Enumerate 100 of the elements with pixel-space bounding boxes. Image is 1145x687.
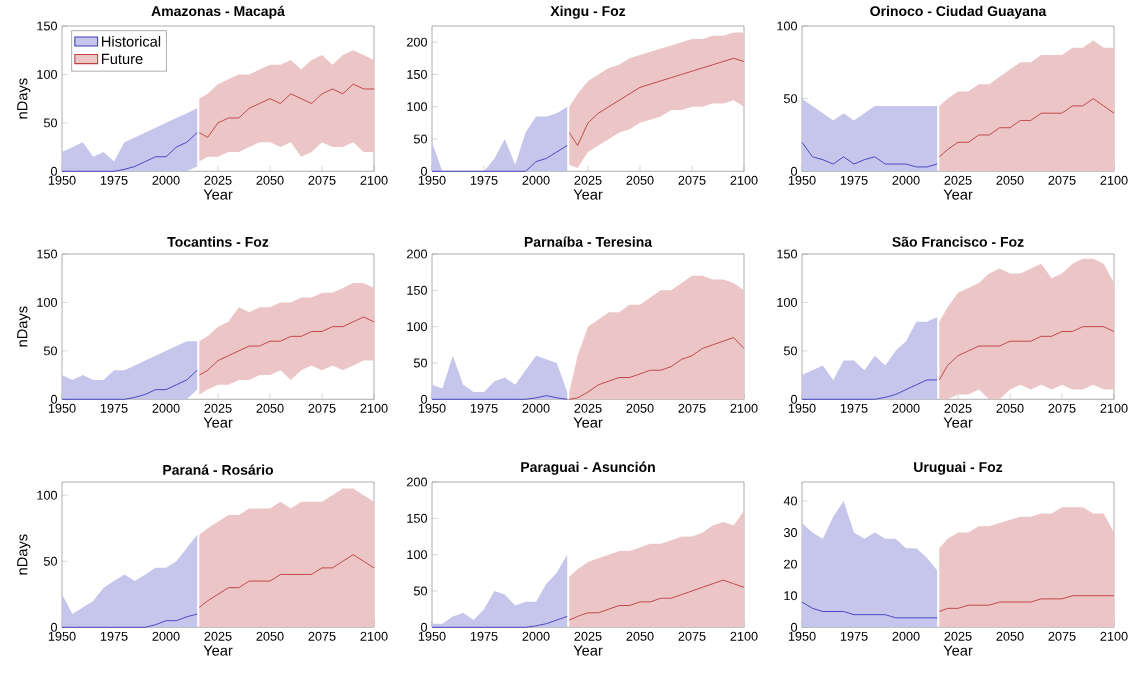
y-tick-label: 0 xyxy=(50,394,58,404)
x-tick-label: 2075 xyxy=(308,631,336,641)
y-tick-label: 200 xyxy=(407,249,428,259)
x-tick-label: 2000 xyxy=(522,175,550,185)
y-tick-label: 100 xyxy=(37,297,58,307)
chart-title: Xingu - Foz xyxy=(550,5,626,19)
y-tick-label: 100 xyxy=(407,102,428,112)
x-tick-label: 1950 xyxy=(788,403,816,413)
x-tick-label: 2050 xyxy=(256,403,284,413)
x-tick-label: 2025 xyxy=(574,631,602,641)
x-tick-label: 1975 xyxy=(100,403,128,413)
y-tick-label: 150 xyxy=(777,249,798,259)
x-tick-label: 1950 xyxy=(48,175,76,185)
x-tick-label: 2050 xyxy=(626,631,654,641)
y-tick-label: 0 xyxy=(790,394,798,404)
y-tick-label: 200 xyxy=(407,477,428,487)
x-axis-title: Year xyxy=(943,645,973,656)
chart-title: Orinoco - Ciudad Guayana xyxy=(870,5,1047,19)
x-tick-label: 1950 xyxy=(48,403,76,413)
y-tick-label: 150 xyxy=(407,513,428,523)
x-tick-label: 2050 xyxy=(626,175,654,185)
chart-title: Tocantins - Foz xyxy=(167,236,269,247)
y-tick-label: 40 xyxy=(783,496,798,506)
x-tick-label: 2000 xyxy=(152,403,180,413)
x-tick-label: 2100 xyxy=(360,403,388,413)
legend-label: Future xyxy=(102,53,143,65)
x-tick-label: 1975 xyxy=(470,403,498,413)
y-tick-label: 20 xyxy=(784,559,798,569)
chart-title: Paraguai - Asunción xyxy=(521,461,655,475)
y-tick-label: 150 xyxy=(37,21,58,31)
y-tick-label: 100 xyxy=(37,490,58,500)
x-tick-label: 2000 xyxy=(892,403,920,413)
x-axis-title: Year xyxy=(943,189,973,200)
x-tick-label: 2075 xyxy=(1048,403,1076,413)
y-tick-label: 150 xyxy=(37,249,58,259)
x-tick-label: 2025 xyxy=(944,631,972,641)
x-axis-title: Year xyxy=(203,417,233,428)
x-tick-label: 2050 xyxy=(256,175,284,185)
x-tick-label: 1950 xyxy=(788,631,816,641)
x-tick-label: 2075 xyxy=(1048,175,1076,185)
y-tick-label: 100 xyxy=(407,322,428,332)
y-tick-label: 50 xyxy=(43,118,58,128)
x-tick-label: 1950 xyxy=(418,175,446,185)
x-tick-label: 1975 xyxy=(470,631,498,641)
y-tick-label: 50 xyxy=(43,556,58,566)
y-axis-title: nDays xyxy=(17,534,31,575)
x-tick-label: 2075 xyxy=(1048,631,1076,641)
y-tick-label: 0 xyxy=(50,622,58,632)
x-tick-label: 1975 xyxy=(840,631,868,641)
x-tick-label: 2025 xyxy=(204,631,232,641)
y-tick-label: 50 xyxy=(783,346,798,356)
y-tick-label: 150 xyxy=(407,69,428,79)
x-tick-label: 2000 xyxy=(892,631,920,641)
x-tick-label: 2100 xyxy=(1100,175,1128,185)
x-tick-label: 2000 xyxy=(152,175,180,185)
x-tick-label: 2050 xyxy=(256,631,284,641)
y-tick-label: 0 xyxy=(420,622,428,632)
x-tick-label: 2100 xyxy=(1100,403,1128,413)
x-tick-label: 1950 xyxy=(48,631,76,641)
chart-title: Amazonas - Macapá xyxy=(151,5,285,19)
x-tick-label: 1975 xyxy=(100,631,128,641)
y-tick-label: 50 xyxy=(413,358,428,368)
x-tick-label: 1950 xyxy=(788,175,816,185)
x-tick-label: 2075 xyxy=(308,175,336,185)
y-tick-label: 200 xyxy=(407,37,428,47)
x-tick-label: 1975 xyxy=(470,175,498,185)
y-axis-title: nDays xyxy=(17,78,31,119)
x-tick-label: 2075 xyxy=(678,631,706,641)
y-axis-title: nDays xyxy=(17,306,31,347)
x-axis-title: Year xyxy=(573,189,603,200)
x-tick-label: 2050 xyxy=(626,403,654,413)
x-axis-title: Year xyxy=(573,645,603,656)
y-tick-label: 100 xyxy=(407,550,428,560)
x-tick-label: 2100 xyxy=(360,175,388,185)
x-tick-label: 1975 xyxy=(100,175,128,185)
x-tick-label: 2050 xyxy=(996,631,1024,641)
x-tick-label: 2100 xyxy=(1100,631,1128,641)
x-tick-label: 2025 xyxy=(944,403,972,413)
y-tick-label: 100 xyxy=(37,69,58,79)
x-tick-label: 2075 xyxy=(678,175,706,185)
y-tick-label: 30 xyxy=(783,528,798,538)
x-tick-label: 1975 xyxy=(840,403,868,413)
y-tick-label: 10 xyxy=(784,591,798,601)
line-series xyxy=(198,316,375,376)
x-tick-label: 1950 xyxy=(418,403,446,413)
x-axis-title: Year xyxy=(203,189,233,200)
chart-title: Uruguai - Foz xyxy=(914,461,1003,475)
legend-label: Historical xyxy=(102,35,161,47)
x-tick-label: 2050 xyxy=(996,175,1024,185)
x-tick-label: 2025 xyxy=(204,175,232,185)
x-tick-label: 2075 xyxy=(678,403,706,413)
y-tick-label: 100 xyxy=(777,21,798,31)
x-tick-label: 2100 xyxy=(730,403,758,413)
x-tick-label: 2000 xyxy=(892,175,920,185)
y-tick-label: 50 xyxy=(783,94,798,104)
x-tick-label: 2100 xyxy=(730,175,758,185)
x-tick-label: 2000 xyxy=(522,631,550,641)
y-tick-label: 50 xyxy=(413,134,428,144)
x-tick-label: 2000 xyxy=(152,631,180,641)
y-tick-label: 0 xyxy=(790,166,798,176)
